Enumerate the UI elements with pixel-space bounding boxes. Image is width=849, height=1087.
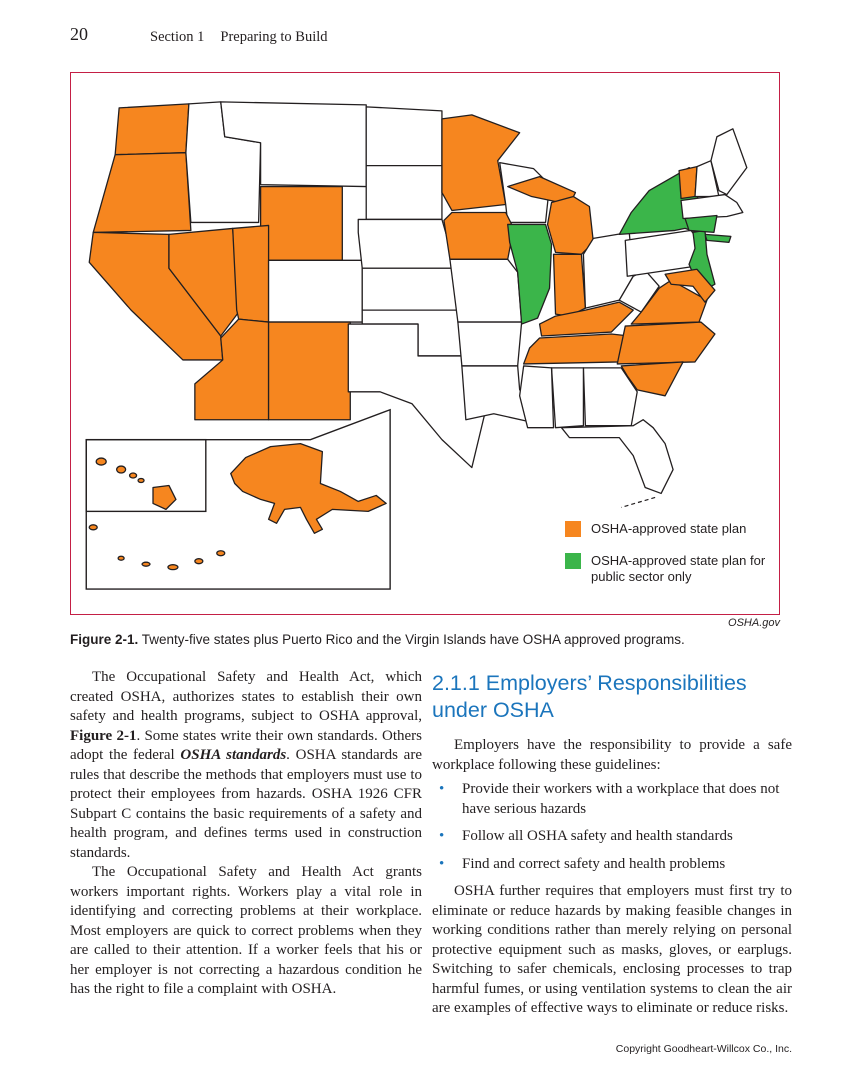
- aleutian-island: [141, 561, 151, 567]
- state-ny-long-island: [704, 233, 732, 244]
- state-ga: [582, 367, 638, 427]
- figure-2-1-box: OSHA-approved state plan OSHA-approved s…: [70, 72, 780, 615]
- state-ia: [443, 211, 515, 260]
- list-item: • Follow all OSHA safety and health stand…: [432, 827, 792, 847]
- state-nm: [267, 321, 351, 421]
- aleutian-island: [117, 555, 125, 561]
- figure-caption-label: Figure 2-1.: [70, 632, 139, 647]
- hawaii-island: [95, 457, 107, 466]
- green-swatch-icon: [565, 553, 581, 569]
- copyright-notice: Copyright Goodheart-Willcox Co., Inc.: [615, 1043, 792, 1055]
- state-mo: [449, 258, 523, 323]
- orange-swatch-icon: [565, 521, 581, 537]
- state-nv: [168, 227, 240, 337]
- state-ut: [232, 224, 270, 323]
- paragraph: OSHA further requires that employers mus…: [432, 883, 792, 1016]
- hawaii-island: [137, 477, 145, 484]
- section-title: Preparing to Build: [220, 29, 328, 45]
- list-item-text: Provide their workers with a workplace t…: [462, 781, 780, 817]
- page-number: 20: [70, 24, 88, 44]
- state-vt: [678, 166, 698, 200]
- section-label: Section 1: [150, 29, 205, 45]
- state-pa: [624, 229, 702, 277]
- figure-reference: Figure 2-1: [70, 727, 137, 744]
- paragraph: Employers have the responsibility to pro…: [432, 737, 792, 773]
- state-in: [552, 253, 587, 317]
- figure-source: OSHA.gov: [728, 617, 780, 629]
- state-nc: [616, 321, 716, 365]
- state-ct: [684, 214, 718, 234]
- florida-keys-dashes: [621, 496, 656, 508]
- state-mn: [441, 114, 521, 212]
- right-column: 2.1.1 Employers’ Responsibilities under …: [432, 668, 792, 1019]
- aleutian-island: [88, 524, 98, 531]
- state-il: [507, 223, 553, 325]
- hawaii-island: [128, 472, 138, 479]
- map-legend: OSHA-approved state plan OSHA-approved s…: [565, 521, 773, 601]
- running-head: Section 1 Preparing to Build: [150, 29, 328, 46]
- state-al: [550, 367, 585, 429]
- list-item: • Provide their workers with a workplace …: [432, 780, 792, 819]
- state-ak: [230, 442, 387, 534]
- bullet-icon: •: [439, 781, 445, 797]
- state-ar: [457, 321, 523, 367]
- paragraph-text: The Occupational Safety and Health Act, …: [70, 669, 422, 724]
- state-nd: [365, 106, 443, 167]
- state-ma: [680, 193, 744, 220]
- state-me: [710, 128, 748, 196]
- hawaii-big-island: [152, 484, 177, 511]
- aleutian-island: [216, 550, 226, 557]
- bullet-icon: •: [439, 855, 445, 872]
- legend-item-public-sector: OSHA-approved state plan for public sect…: [565, 553, 773, 585]
- inset-box: [85, 408, 391, 590]
- state-ne: [357, 218, 457, 269]
- guidelines-list: • Provide their workers with a workplace …: [432, 780, 792, 874]
- us-map-svg: [85, 101, 748, 590]
- list-item-text: Follow all OSHA safety and health standa…: [462, 828, 733, 844]
- paragraph: The Occupational Safety and Health Act, …: [70, 668, 422, 863]
- figure-caption-text: Twenty-five states plus Puerto Rico and …: [138, 632, 685, 647]
- bullet-icon: •: [439, 828, 445, 844]
- legend-item-state-plan: OSHA-approved state plan: [565, 521, 773, 537]
- state-wy: [259, 185, 343, 261]
- state-md: [664, 268, 716, 303]
- state-sd: [365, 165, 443, 221]
- hawaii-island: [115, 465, 127, 474]
- state-ms: [519, 365, 555, 429]
- list-item: • Find and correct safety and health prob…: [432, 855, 792, 875]
- state-ks: [361, 267, 463, 311]
- key-term: OSHA standards: [180, 747, 287, 763]
- aleutian-island: [167, 564, 179, 571]
- paragraph: The Occupational Safety and Health Act g…: [70, 864, 422, 997]
- paragraph-text: . OSHA standards are rules that describe…: [70, 747, 422, 861]
- state-mi-lower: [546, 195, 595, 255]
- state-wa: [114, 103, 190, 156]
- state-ky: [538, 301, 634, 337]
- state-tn: [522, 333, 630, 365]
- aleutian-island: [194, 558, 204, 565]
- legend-label: OSHA-approved state plan for public sect…: [591, 553, 766, 584]
- left-column: The Occupational Safety and Health Act, …: [70, 668, 422, 1019]
- hawaii-box: [85, 438, 207, 513]
- list-item-text: Find and correct safety and health probl…: [462, 855, 726, 872]
- figure-caption: Figure 2-1. Twenty-five states plus Puer…: [70, 631, 782, 648]
- state-mt: [220, 101, 367, 188]
- state-wv: [618, 269, 660, 313]
- state-tx: [347, 323, 499, 469]
- state-or: [92, 152, 192, 234]
- text-columns: The Occupational Safety and Health Act, …: [70, 668, 792, 1019]
- paragraph-text: . Some states write their own standards.…: [70, 727, 422, 764]
- state-co: [267, 259, 363, 323]
- section-heading: 2.1.1 Employers’ Responsibilities under …: [432, 671, 747, 722]
- legend-label: OSHA-approved state plan: [591, 521, 747, 536]
- state-fl: [560, 419, 674, 495]
